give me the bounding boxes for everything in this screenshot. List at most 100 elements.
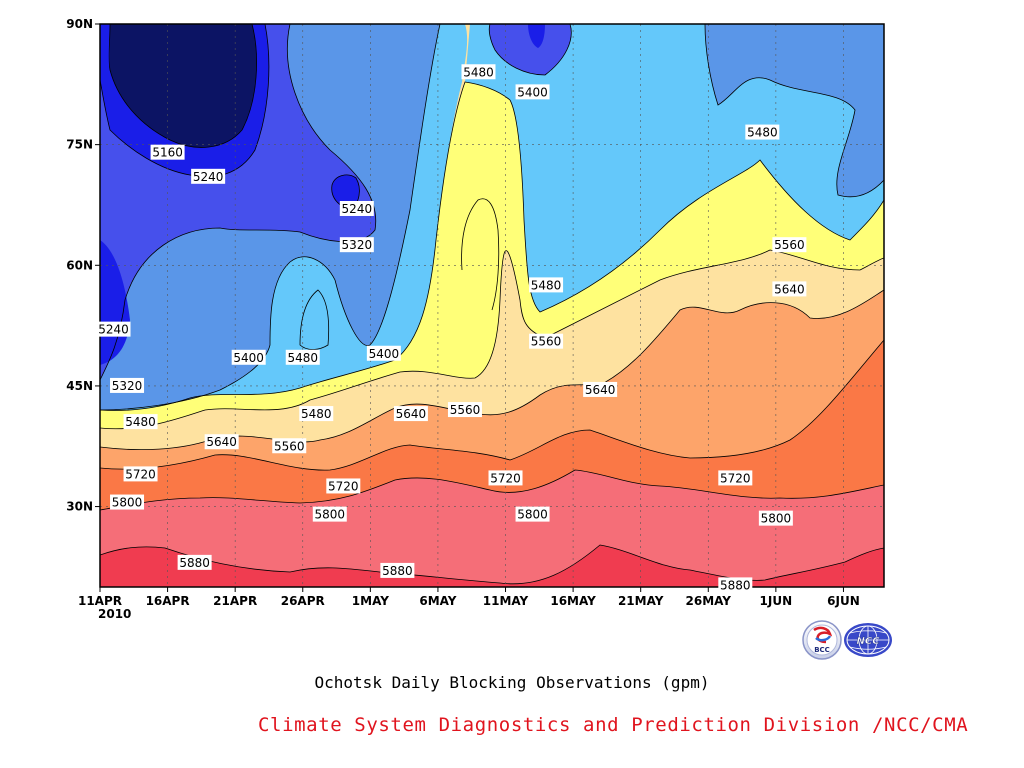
contour-label-box	[758, 510, 793, 526]
contour-label-text: 5800	[761, 512, 792, 526]
contour-label: 5640	[204, 434, 239, 450]
contour-label-text: 5800	[517, 508, 548, 522]
contour-lines	[100, 24, 884, 585]
contour-label-text: 5240	[193, 170, 224, 184]
contour-band-ridge-5480	[461, 198, 499, 310]
contour-label-box	[339, 200, 374, 216]
contour-label: 5400	[515, 84, 550, 100]
bcc-logo-text: BCC	[814, 646, 830, 654]
contour-label-box	[326, 478, 361, 494]
contour-island-north-low	[489, 24, 572, 75]
contour-label-box	[718, 470, 753, 486]
contour-label-box	[299, 406, 334, 422]
contour-label: 5880	[380, 562, 415, 578]
contour-label-text: 5400	[369, 347, 400, 361]
contour-label-box	[393, 406, 428, 422]
contour-label: 5720	[488, 470, 523, 486]
contour-label-box	[515, 506, 550, 522]
contour-label: 5320	[110, 377, 145, 393]
ncc-logo: NCC	[844, 623, 892, 657]
contour-label: 5400	[231, 349, 266, 365]
contour-fill-layer	[100, 24, 884, 587]
contour-label-text: 5560	[774, 238, 805, 252]
contour-label: 5480	[461, 64, 496, 80]
x-year-label: 2010	[98, 607, 131, 621]
contour-label-box	[123, 466, 158, 482]
contour-label-box	[380, 562, 415, 578]
contour-label-box	[110, 377, 145, 393]
x-tick-label: 1JUN	[760, 594, 793, 608]
contour-label-text: 5640	[774, 282, 805, 296]
contour-label: 5800	[110, 494, 145, 510]
x-tick-label: 16MAY	[550, 594, 596, 608]
contour-island-light-blue	[300, 290, 329, 350]
contour-band-5400-5480-east	[465, 24, 884, 312]
contour-label-text: 5880	[720, 578, 751, 592]
contour-label: 5640	[772, 281, 807, 297]
contour-label: 5240	[96, 321, 131, 337]
contour-label: 5640	[393, 406, 428, 422]
contour-label-box	[447, 402, 482, 418]
contour-label: 5480	[299, 406, 334, 422]
contour-core-lowest	[110, 24, 257, 148]
contour-island-5240	[331, 174, 360, 208]
contour-label: 5560	[447, 402, 482, 418]
contour-label: 5800	[515, 506, 550, 522]
contour-label-text: 5800	[315, 508, 346, 522]
contour-label-text: 5640	[206, 435, 237, 449]
contour-label-box	[772, 237, 807, 253]
x-tick-label: 11APR	[78, 594, 122, 608]
contour-label: 5480	[745, 124, 780, 140]
contour-labels: 5160 5240 5240 5240 5320 5320 5400 5400 5400 5480…	[96, 64, 807, 593]
contour-label-box	[339, 237, 374, 253]
contour-label-text: 5480	[125, 415, 156, 429]
contour-label: 5240	[191, 168, 226, 184]
contour-label-text: 5720	[328, 479, 359, 493]
contour-label-text: 5480	[287, 351, 318, 365]
x-tick-label: 21APR	[213, 594, 257, 608]
grid-lines	[100, 24, 884, 587]
contour-label-text: 5320	[112, 379, 143, 393]
contour-label: 5640	[583, 381, 618, 397]
contour-label: 5800	[758, 510, 793, 526]
contour-label-box	[718, 577, 753, 593]
contour-label: 5160	[150, 144, 185, 160]
contour-label-text: 5560	[274, 439, 305, 453]
contour-label-box	[177, 554, 212, 570]
contour-label: 5560	[529, 333, 564, 349]
contour-band-5880-plus	[100, 545, 884, 587]
contour-label-box	[515, 84, 550, 100]
y-tick-label: 90N	[66, 17, 93, 31]
contour-label: 5880	[718, 577, 753, 593]
contour-label-box	[488, 470, 523, 486]
contour-label-text: 5640	[585, 383, 616, 397]
contour-label: 5480	[285, 349, 320, 365]
contour-label-text: 5880	[382, 564, 413, 578]
contour-label-box	[150, 144, 185, 160]
contour-label: 5240	[339, 200, 374, 216]
contour-label-text: 5720	[490, 471, 521, 485]
contour-label-text: 5400	[517, 85, 548, 99]
x-tick-label: 11MAY	[483, 594, 529, 608]
contour-label: 5800	[312, 506, 347, 522]
contour-label-box	[529, 333, 564, 349]
contour-label-text: 5640	[396, 407, 427, 421]
plot-frame	[99, 23, 885, 588]
contour-label-box	[231, 349, 266, 365]
x-tick-label: 26MAY	[686, 594, 732, 608]
y-tick-label: 30N	[66, 500, 93, 514]
x-tick-label: 16APR	[146, 594, 190, 608]
contour-label-text: 5480	[463, 65, 494, 79]
contour-label: 5880	[177, 554, 212, 570]
y-tick-label: 45N	[66, 379, 93, 393]
contour-label: 5720	[718, 470, 753, 486]
chart-title: Ochotsk Daily Blocking Observations (gpm…	[314, 673, 710, 692]
contour-label-text: 5400	[233, 351, 264, 365]
x-tick-label: 26APR	[281, 594, 325, 608]
contour-label-box	[312, 506, 347, 522]
contour-label-box	[745, 124, 780, 140]
contour-label-text: 5560	[531, 335, 562, 349]
contour-label-text: 5560	[450, 403, 481, 417]
contour-label-box	[366, 345, 401, 361]
